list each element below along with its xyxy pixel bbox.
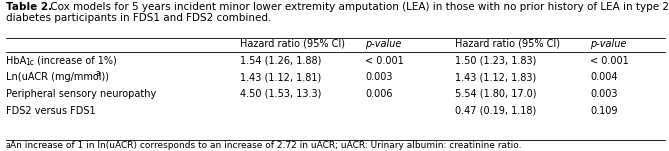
Text: 0.003: 0.003 <box>590 89 617 99</box>
Text: 1.43 (1.12, 1.83): 1.43 (1.12, 1.83) <box>455 72 537 82</box>
Text: a: a <box>96 69 100 79</box>
Text: 1.54 (1.26, 1.88): 1.54 (1.26, 1.88) <box>240 56 321 66</box>
Text: 0.109: 0.109 <box>590 106 617 116</box>
Text: Cox models for 5 years incident minor lower extremity amputation (LEA) in those : Cox models for 5 years incident minor lo… <box>47 2 669 12</box>
Text: 1.43 (1.12, 1.81): 1.43 (1.12, 1.81) <box>240 72 321 82</box>
Text: 1.50 (1.23, 1.83): 1.50 (1.23, 1.83) <box>455 56 537 66</box>
Text: p-value: p-value <box>590 39 626 49</box>
Text: Hazard ratio (95% CI): Hazard ratio (95% CI) <box>240 39 345 49</box>
Text: An increase of 1 in ln(uACR) corresponds to an increase of 2.72 in uACR; uACR: U: An increase of 1 in ln(uACR) corresponds… <box>11 141 522 150</box>
Text: 5.54 (1.80, 17.0): 5.54 (1.80, 17.0) <box>455 89 537 99</box>
Text: Peripheral sensory neuropathy: Peripheral sensory neuropathy <box>6 89 157 99</box>
Text: 0.003: 0.003 <box>365 72 393 82</box>
Text: Table 2.: Table 2. <box>6 2 52 12</box>
Text: < 0.001: < 0.001 <box>365 56 404 66</box>
Text: Hazard ratio (95% CI): Hazard ratio (95% CI) <box>455 39 560 49</box>
Text: Ln(uACR (mg/mmol)): Ln(uACR (mg/mmol)) <box>6 72 109 82</box>
Text: 1c: 1c <box>25 58 34 67</box>
Text: 0.006: 0.006 <box>365 89 393 99</box>
Text: (increase of 1%): (increase of 1%) <box>35 56 117 66</box>
Text: 4.50 (1.53, 13.3): 4.50 (1.53, 13.3) <box>240 89 321 99</box>
Text: 0.004: 0.004 <box>590 72 617 82</box>
Text: FDS2 versus FDS1: FDS2 versus FDS1 <box>6 106 96 116</box>
Text: HbA: HbA <box>6 56 26 66</box>
Text: diabetes participants in FDS1 and FDS2 combined.: diabetes participants in FDS1 and FDS2 c… <box>6 13 272 24</box>
Text: p-value: p-value <box>365 39 401 49</box>
Text: a: a <box>6 141 11 150</box>
Text: 0.47 (0.19, 1.18): 0.47 (0.19, 1.18) <box>455 106 537 116</box>
Text: < 0.001: < 0.001 <box>590 56 629 66</box>
